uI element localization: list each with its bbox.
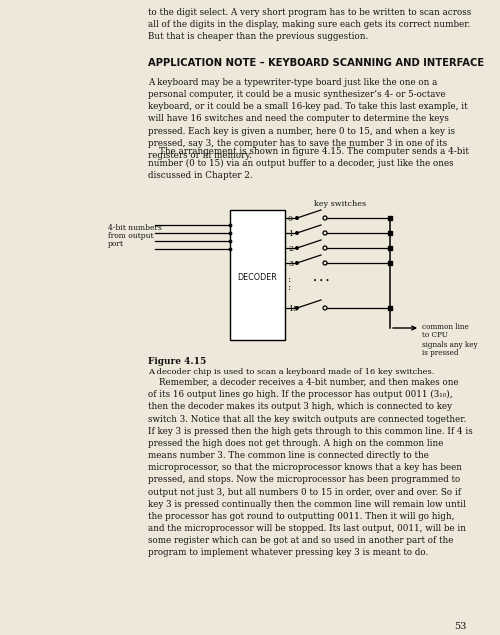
- Text: to the digit select. A very short program has to be written to scan across
all o: to the digit select. A very short progra…: [148, 8, 471, 41]
- Text: 4-bit numbers: 4-bit numbers: [108, 224, 162, 232]
- Text: signals any key: signals any key: [422, 341, 478, 349]
- Text: Figure 4.15: Figure 4.15: [148, 357, 206, 366]
- Text: • • •: • • •: [313, 277, 330, 285]
- Text: key switches: key switches: [314, 200, 366, 208]
- Text: 2: 2: [288, 245, 293, 253]
- Circle shape: [295, 216, 299, 220]
- Text: is pressed: is pressed: [422, 349, 459, 357]
- Text: APPLICATION NOTE – KEYBOARD SCANNING AND INTERFACE: APPLICATION NOTE – KEYBOARD SCANNING AND…: [148, 58, 484, 68]
- Text: :: :: [288, 276, 291, 284]
- Text: 3: 3: [288, 260, 293, 268]
- Text: A decoder chip is used to scan a keyboard made of 16 key switches.: A decoder chip is used to scan a keyboar…: [148, 368, 434, 376]
- Text: to CPU: to CPU: [422, 331, 448, 339]
- Text: Remember, a decoder receives a 4-bit number, and then makes one
of its 16 output: Remember, a decoder receives a 4-bit num…: [148, 378, 473, 558]
- Circle shape: [295, 306, 299, 310]
- Text: common line: common line: [422, 323, 469, 331]
- Text: 15: 15: [288, 305, 298, 313]
- Text: from output: from output: [108, 232, 154, 240]
- Text: :: :: [288, 283, 291, 291]
- Circle shape: [295, 261, 299, 265]
- Bar: [230, 210, 285, 340]
- Text: 1: 1: [288, 230, 293, 238]
- Circle shape: [295, 246, 299, 250]
- Text: DECODER: DECODER: [238, 274, 278, 283]
- Text: port: port: [108, 240, 124, 248]
- Text: The arrangement is shown in figure 4.15. The computer sends a 4-bit
number (0 to: The arrangement is shown in figure 4.15.…: [148, 147, 469, 180]
- Circle shape: [295, 231, 299, 235]
- Text: A keyboard may be a typewriter-type board just like the one on a
personal comput: A keyboard may be a typewriter-type boar…: [148, 78, 468, 160]
- Text: 53: 53: [454, 622, 466, 631]
- Text: 0: 0: [288, 215, 293, 223]
